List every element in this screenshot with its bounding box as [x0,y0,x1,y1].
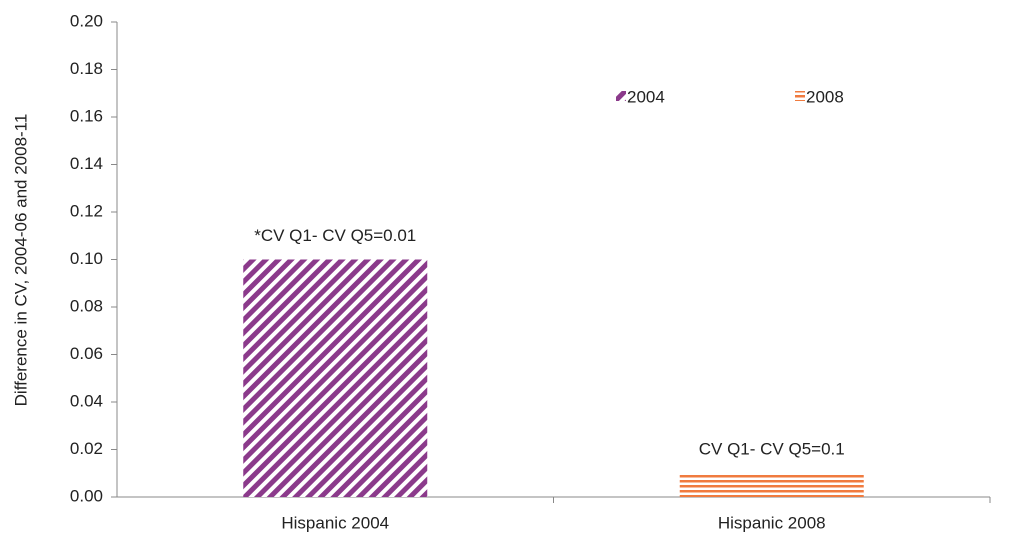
legend-swatch [616,91,626,101]
y-tick-label: 0.20 [70,11,103,30]
y-tick-label: 0.18 [70,59,103,78]
y-tick-label: 0.14 [70,154,103,173]
y-tick-label: 0.06 [70,344,103,363]
y-tick-label: 0.00 [70,486,103,505]
bar [243,259,428,497]
legend-label: 2008 [806,87,844,106]
legend-label: 2004 [627,87,665,106]
y-tick-label: 0.08 [70,296,103,315]
y-tick-label: 0.16 [70,106,103,125]
annotation: CV Q1- CV Q5=0.1 [699,440,845,459]
annotation: *CV Q1- CV Q5=0.01 [254,226,416,245]
x-tick-label: Hispanic 2004 [281,513,389,532]
bar [679,473,864,497]
y-tick-label: 0.12 [70,201,103,220]
x-tick-label: Hispanic 2008 [718,513,826,532]
y-tick-label: 0.02 [70,439,103,458]
legend-swatch [795,91,805,101]
y-axis-label: Difference in CV, 2004-06 and 2008-11 [11,114,30,407]
y-tick-label: 0.04 [70,391,103,410]
y-tick-label: 0.10 [70,249,103,268]
